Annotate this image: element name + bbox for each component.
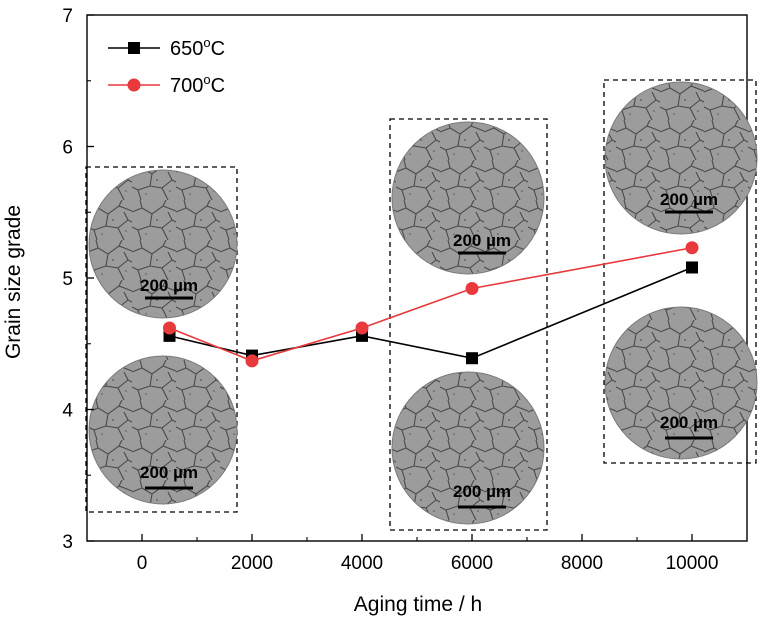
micrograph-box-3 — [603, 79, 757, 464]
series-0-point-3 — [466, 352, 478, 365]
x-tick-label-2: 4000 — [341, 553, 383, 574]
micrograph-3-bottom-scale-label: 200 µm — [660, 413, 718, 432]
series-layer — [163, 241, 699, 368]
series-1-point-4 — [685, 241, 699, 255]
micrograph-insets: 200 µm 200 µm 200 µm 200 µm 200 µm 200 µ… — [85, 79, 758, 531]
x-tick-label-3: 6000 — [451, 553, 493, 574]
series-1-point-2 — [355, 321, 369, 335]
y-tick-label-4: 7 — [62, 6, 73, 27]
y-tick-label-0: 3 — [62, 532, 73, 553]
micrograph-1-top-scale-label: 200 µm — [140, 276, 198, 295]
micrograph-1-top — [88, 169, 238, 319]
micrograph-1-bottom — [88, 355, 238, 505]
x-tick-label-0: 0 — [137, 553, 148, 574]
micrograph-1-bottom-scale-label: 200 µm — [140, 463, 198, 482]
micrograph-2-top — [391, 121, 545, 275]
micrograph-3-top — [604, 81, 758, 235]
series-1-point-3 — [465, 282, 479, 296]
y-tick-label-2: 5 — [62, 269, 73, 290]
x-tick-label-5: 10000 — [666, 553, 719, 574]
micrograph-2-bottom-scale-label: 200 µm — [453, 482, 511, 501]
legend-marker-1 — [127, 78, 141, 92]
x-axis-title: Aging time / h — [354, 593, 482, 616]
micrograph-3-bottom — [604, 306, 758, 460]
micrograph-box-1 — [85, 166, 238, 513]
series-line-0 — [169, 266, 693, 360]
series-1-point-1 — [245, 354, 259, 368]
series-1-point-0 — [163, 321, 176, 335]
micrograph-2-top-scale-label: 200 µm — [453, 231, 511, 250]
y-tick-label-3: 6 — [62, 138, 73, 159]
legend-label-0: 650oC — [170, 35, 225, 60]
legend-marker-0 — [128, 42, 140, 54]
legend: 650oC 700oC — [108, 35, 225, 97]
micrograph-2-bottom — [391, 371, 545, 525]
y-axis-title: Grain size grade — [2, 205, 25, 359]
axes: 0 2000 4000 6000 8000 10000 3 4 5 6 7 — [62, 6, 718, 574]
x-tick-label-1: 2000 — [231, 553, 273, 574]
micrograph-box-2 — [389, 118, 548, 531]
micrograph-3-top-scale-label: 200 µm — [660, 190, 718, 209]
y-tick-label-1: 4 — [62, 401, 73, 422]
x-tick-label-4: 8000 — [561, 553, 603, 574]
legend-label-1: 700oC — [170, 72, 225, 97]
series-0-point-4 — [686, 261, 698, 274]
